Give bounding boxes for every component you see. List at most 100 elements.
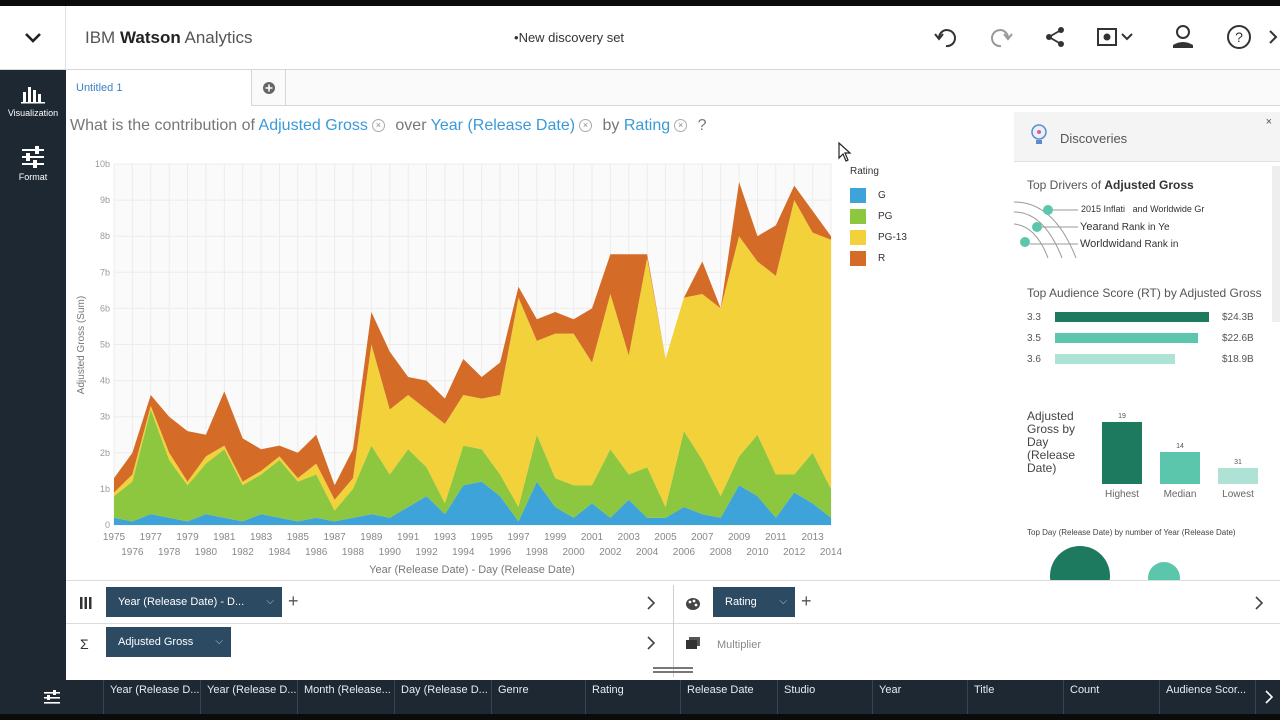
dataset-column[interactable]: Genre [492, 680, 586, 714]
brand-logo: IBM Watson Analytics [85, 28, 253, 47]
dataset-column[interactable]: Day (Release D... [395, 680, 492, 714]
top-day-chart[interactable] [1044, 540, 1244, 580]
chevron-down-icon[interactable]: ⌵ [266, 596, 274, 607]
add-tab-button[interactable] [252, 70, 286, 106]
area-series-g[interactable] [114, 481, 831, 525]
chevron-right-icon[interactable] [646, 595, 656, 611]
share-button[interactable] [1040, 22, 1070, 52]
driver-node[interactable] [1020, 237, 1030, 247]
y-axis-field-pill[interactable]: Adjusted Gross ⌵ [106, 627, 231, 657]
driver-node[interactable] [1043, 205, 1053, 215]
chevron-down-icon[interactable]: ⌵ [779, 596, 787, 607]
rail-format-button[interactable]: Format [0, 146, 66, 202]
dataset-column[interactable]: Year (Release D... [201, 680, 298, 714]
discoveries-scrollbar[interactable] [1272, 166, 1280, 322]
area-series-pg-13[interactable] [114, 200, 831, 511]
x-tick-label: 1998 [526, 547, 549, 558]
dataset-column[interactable]: Studio [778, 680, 873, 714]
question-dimension-token[interactable]: Year (Release Date) [430, 117, 576, 134]
help-button[interactable]: ? [1224, 22, 1254, 52]
multiplier-drop-zone[interactable]: Multiplier [717, 639, 762, 651]
user-button[interactable] [1168, 22, 1198, 52]
legend-item-pg-13[interactable]: PG-13 [850, 227, 940, 248]
area-series-pg[interactable] [114, 409, 831, 522]
tab-untitled-1[interactable]: Untitled 1 [66, 70, 252, 106]
audience-score-bars[interactable]: 3.3 $24.3B 3.5 $22.6B 3.6 $18.9B [1027, 310, 1277, 374]
legend-item-r[interactable]: R [850, 248, 940, 269]
audience-score-title[interactable]: Top Audience Score (RT) by Adjusted Gros… [1027, 286, 1262, 300]
audience-bar [1055, 312, 1209, 322]
x-tick-label: 1999 [544, 532, 567, 543]
discoveries-header: Discoveries × [1014, 112, 1280, 162]
chevron-right-icon[interactable] [1254, 595, 1264, 611]
close-discoveries-button[interactable]: × [1265, 116, 1272, 128]
x-tick-label: 2012 [783, 547, 806, 558]
x-tick-label: 2006 [673, 547, 696, 558]
driver-node[interactable] [1032, 222, 1042, 232]
remove-measure-icon[interactable]: × [371, 119, 385, 133]
y-tick-label: 8b [100, 231, 110, 241]
x-tick-label: 1981 [213, 532, 236, 543]
capture-button[interactable] [1094, 22, 1136, 52]
x-tick-label: 1984 [268, 547, 291, 558]
chevron-down-icon [24, 33, 41, 43]
shelf-vertical-divider [673, 585, 674, 677]
legend-item-g[interactable]: G [850, 185, 940, 206]
add-color-button[interactable]: + [801, 591, 812, 611]
audience-bar [1055, 354, 1175, 364]
legend-item-pg[interactable]: PG [850, 206, 940, 227]
remove-group-icon[interactable]: × [674, 119, 688, 133]
y-tick-label: 2b [100, 448, 110, 458]
x-tick-label: 2007 [691, 532, 714, 543]
y-axis-label: Adjusted Gross (Sum) [76, 296, 87, 394]
app-menu-button[interactable] [0, 6, 66, 70]
rail-visualization-button[interactable]: Visualization [0, 84, 66, 140]
add-column-button[interactable]: + [288, 591, 299, 611]
x-axis-field-pill[interactable]: Year (Release Date) - D... ⌵ [106, 587, 282, 617]
audience-row: 3.5 $22.6B [1027, 331, 1277, 347]
dataset-column[interactable]: Release Date [681, 680, 778, 714]
x-tick-label: 2005 [654, 532, 677, 543]
top-day-title[interactable]: Top Day (Release Date) by number of Year… [1027, 528, 1236, 537]
question-group-token[interactable]: Rating [623, 117, 671, 134]
chevron-right-icon[interactable] [1264, 689, 1274, 705]
day-bar-label: Lowest [1222, 489, 1254, 500]
day-gross-title[interactable]: Adjusted Gross by Day (Release Date) [1027, 409, 1076, 475]
tab-bar: Untitled 1 [66, 70, 1280, 106]
dataset-column[interactable]: Year (Release D... [104, 680, 201, 714]
day-bar [1102, 422, 1142, 484]
resize-handle[interactable] [653, 667, 693, 673]
undo-button[interactable] [931, 22, 961, 52]
color-field-pill[interactable]: Rating ⌵ [713, 587, 795, 617]
area-series-r[interactable] [114, 182, 831, 500]
dataset-column[interactable]: Year [873, 680, 968, 714]
dataset-column[interactable]: Count [1064, 680, 1160, 714]
more-button[interactable] [1266, 22, 1280, 52]
question-over: over [395, 117, 427, 134]
columns-settings-button[interactable] [0, 680, 104, 714]
dataset-column[interactable]: Title [968, 680, 1064, 714]
chevron-right-icon[interactable] [646, 635, 656, 651]
discovery-set-title[interactable]: •New discovery set [514, 30, 625, 45]
format-icon [22, 146, 44, 168]
chevron-down-icon[interactable]: ⌵ [215, 636, 223, 647]
audience-row-label: 3.5 [1027, 333, 1041, 344]
remove-dimension-icon[interactable]: × [579, 119, 593, 133]
audience-bar [1055, 333, 1198, 343]
x-tick-label: 1996 [489, 547, 512, 558]
dataset-column[interactable]: Rating [586, 680, 681, 714]
dataset-column[interactable]: Month (Release... [298, 680, 395, 714]
x-tick-label: 1982 [232, 547, 255, 558]
day-gross-bars[interactable]: 19 Highest 14 Median 31 Lowest [1098, 408, 1278, 500]
question-measure-token[interactable]: Adjusted Gross [258, 117, 368, 134]
y-tick-label: 10b [95, 159, 110, 169]
top-drivers-title[interactable]: Top Drivers of Adjusted Gross [1027, 178, 1194, 192]
dataset-column[interactable]: Audience Scor... [1160, 680, 1256, 714]
top-drivers-spiral[interactable] [1014, 198, 1280, 262]
x-tick-label: 1986 [305, 547, 328, 558]
legend-label: R [878, 253, 886, 264]
columns-shelf: Year (Release Date) - D... ⌵ + Rating ⌵ + [66, 583, 1280, 623]
top-day-bubble [1050, 546, 1110, 580]
redo-button[interactable] [986, 22, 1016, 52]
